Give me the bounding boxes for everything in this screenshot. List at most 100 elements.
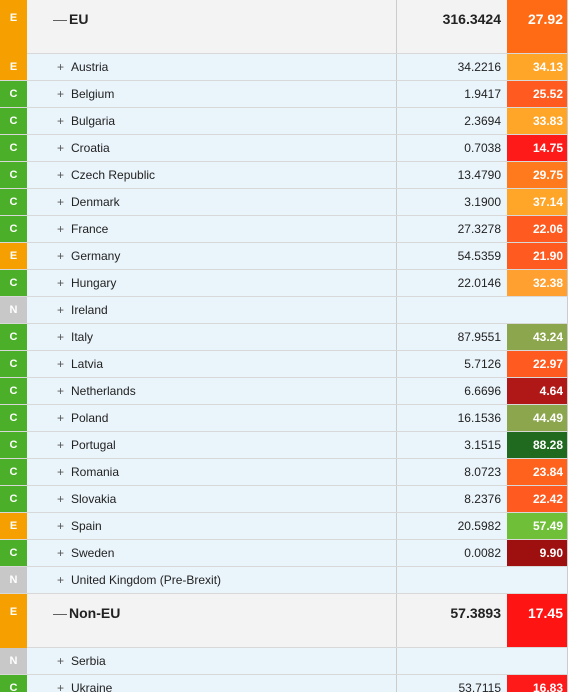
name-text: Hungary <box>71 276 117 290</box>
name-text: Spain <box>71 519 102 533</box>
expand-toggle[interactable]: + <box>57 168 65 182</box>
country-row[interactable]: C + Bulgaria 2.3694 33.83 <box>0 108 568 135</box>
name-cell: + Denmark <box>27 189 397 215</box>
country-row[interactable]: E + Austria 34.2216 34.13 <box>0 54 568 81</box>
country-row[interactable]: N + United Kingdom (Pre-Brexit) <box>0 567 568 594</box>
value-cell: 0.0082 <box>464 546 501 560</box>
name-cell: + Hungary <box>27 270 397 296</box>
value-cell: 8.0723 <box>464 465 501 479</box>
status-badge: C <box>0 351 27 377</box>
country-row[interactable]: C + Croatia 0.7038 14.75 <box>0 135 568 162</box>
country-row[interactable]: N + Serbia <box>0 648 568 675</box>
country-row[interactable]: C + Slovakia 8.2376 22.42 <box>0 486 568 513</box>
score-cell <box>507 297 567 323</box>
name-text: Netherlands <box>71 384 136 398</box>
value-cell: 2.3694 <box>464 114 501 128</box>
name-text: Croatia <box>71 141 110 155</box>
expand-toggle[interactable]: + <box>57 357 65 371</box>
expand-toggle[interactable]: + <box>57 573 65 587</box>
status-badge: C <box>0 675 27 692</box>
status-badge: C <box>0 432 27 458</box>
status-badge: C <box>0 486 27 512</box>
name-text: Ireland <box>71 303 108 317</box>
status-badge: C <box>0 540 27 566</box>
expand-toggle[interactable]: + <box>57 546 65 560</box>
value-cell <box>397 567 507 593</box>
collapse-toggle[interactable]: — <box>53 605 67 621</box>
expand-toggle[interactable]: + <box>57 303 65 317</box>
score-cell: 9.90 <box>507 540 567 566</box>
expand-toggle[interactable]: + <box>57 654 65 668</box>
country-row[interactable]: N + Ireland <box>0 297 568 324</box>
status-badge: E <box>0 54 27 80</box>
country-row[interactable]: E + Spain 20.5982 57.49 <box>0 513 568 540</box>
status-badge: N <box>0 297 27 323</box>
expand-toggle[interactable]: + <box>57 384 65 398</box>
name-text: Italy <box>71 330 94 344</box>
expand-toggle[interactable]: + <box>57 141 65 155</box>
expand-toggle[interactable]: + <box>57 276 65 290</box>
expand-toggle[interactable]: + <box>57 492 65 506</box>
country-row[interactable]: C + France 27.3278 22.06 <box>0 216 568 243</box>
country-row[interactable]: C + Czech Republic 13.4790 29.75 <box>0 162 568 189</box>
score-cell: 57.49 <box>507 513 567 539</box>
expand-toggle[interactable]: + <box>57 465 65 479</box>
value-cell: 57.3893 <box>450 605 501 621</box>
value-cell: 8.2376 <box>464 492 501 506</box>
value-cell: 16.1536 <box>457 411 501 425</box>
expand-toggle[interactable]: + <box>57 87 65 101</box>
value-cell: 13.4790 <box>457 168 501 182</box>
name-cell: — Non-EU <box>27 594 397 647</box>
expand-toggle[interactable]: + <box>57 195 65 209</box>
expand-toggle[interactable]: + <box>57 519 65 533</box>
name-cell: + France <box>27 216 397 242</box>
value-cell: 54.5359 <box>457 249 501 263</box>
name-cell: + Croatia <box>27 135 397 161</box>
collapse-toggle[interactable]: — <box>53 11 67 27</box>
expand-toggle[interactable]: + <box>57 222 65 236</box>
group-row[interactable]: E — Non-EU 57.3893 17.45 <box>0 594 568 648</box>
score-cell: 25.52 <box>507 81 567 107</box>
value-cell: 20.5982 <box>457 519 501 533</box>
country-row[interactable]: C + Ukraine 53.7115 16.83 <box>0 675 568 692</box>
name-text: France <box>71 222 109 236</box>
score-cell: 22.42 <box>507 486 567 512</box>
name-cell: + United Kingdom (Pre-Brexit) <box>27 567 397 593</box>
value-cell: 3.1515 <box>464 438 501 452</box>
score-cell: 27.92 <box>507 0 567 53</box>
country-row[interactable]: E + Germany 54.5359 21.90 <box>0 243 568 270</box>
value-cell: 1.9417 <box>464 87 501 101</box>
expand-toggle[interactable]: + <box>57 681 65 692</box>
name-text: Bulgaria <box>71 114 116 128</box>
country-row[interactable]: C + Latvia 5.7126 22.97 <box>0 351 568 378</box>
country-row[interactable]: C + Poland 16.1536 44.49 <box>0 405 568 432</box>
country-row[interactable]: C + Netherlands 6.6696 4.64 <box>0 378 568 405</box>
score-cell <box>507 567 567 593</box>
value-cell: 34.2216 <box>457 60 501 74</box>
name-cell: + Sweden <box>27 540 397 566</box>
score-cell: 16.83 <box>507 675 567 692</box>
expand-toggle[interactable]: + <box>57 438 65 452</box>
value-cell: 0.7038 <box>464 141 501 155</box>
group-row[interactable]: E — EU 316.3424 27.92 <box>0 0 568 54</box>
country-row[interactable]: C + Hungary 22.0146 32.38 <box>0 270 568 297</box>
country-row[interactable]: C + Denmark 3.1900 37.14 <box>0 189 568 216</box>
country-row[interactable]: C + Italy 87.9551 43.24 <box>0 324 568 351</box>
country-row[interactable]: C + Romania 8.0723 23.84 <box>0 459 568 486</box>
expand-toggle[interactable]: + <box>57 411 65 425</box>
status-badge: C <box>0 324 27 350</box>
country-row[interactable]: C + Portugal 3.1515 88.28 <box>0 432 568 459</box>
score-cell: 4.64 <box>507 378 567 404</box>
status-badge: C <box>0 135 27 161</box>
country-row[interactable]: C + Belgium 1.9417 25.52 <box>0 81 568 108</box>
score-cell: 21.90 <box>507 243 567 269</box>
status-badge: C <box>0 162 27 188</box>
expand-toggle[interactable]: + <box>57 60 65 74</box>
expand-toggle[interactable]: + <box>57 330 65 344</box>
expand-toggle[interactable]: + <box>57 249 65 263</box>
country-row[interactable]: C + Sweden 0.0082 9.90 <box>0 540 568 567</box>
name-cell: + Germany <box>27 243 397 269</box>
score-cell: 43.24 <box>507 324 567 350</box>
name-text: Sweden <box>71 546 115 560</box>
expand-toggle[interactable]: + <box>57 114 65 128</box>
